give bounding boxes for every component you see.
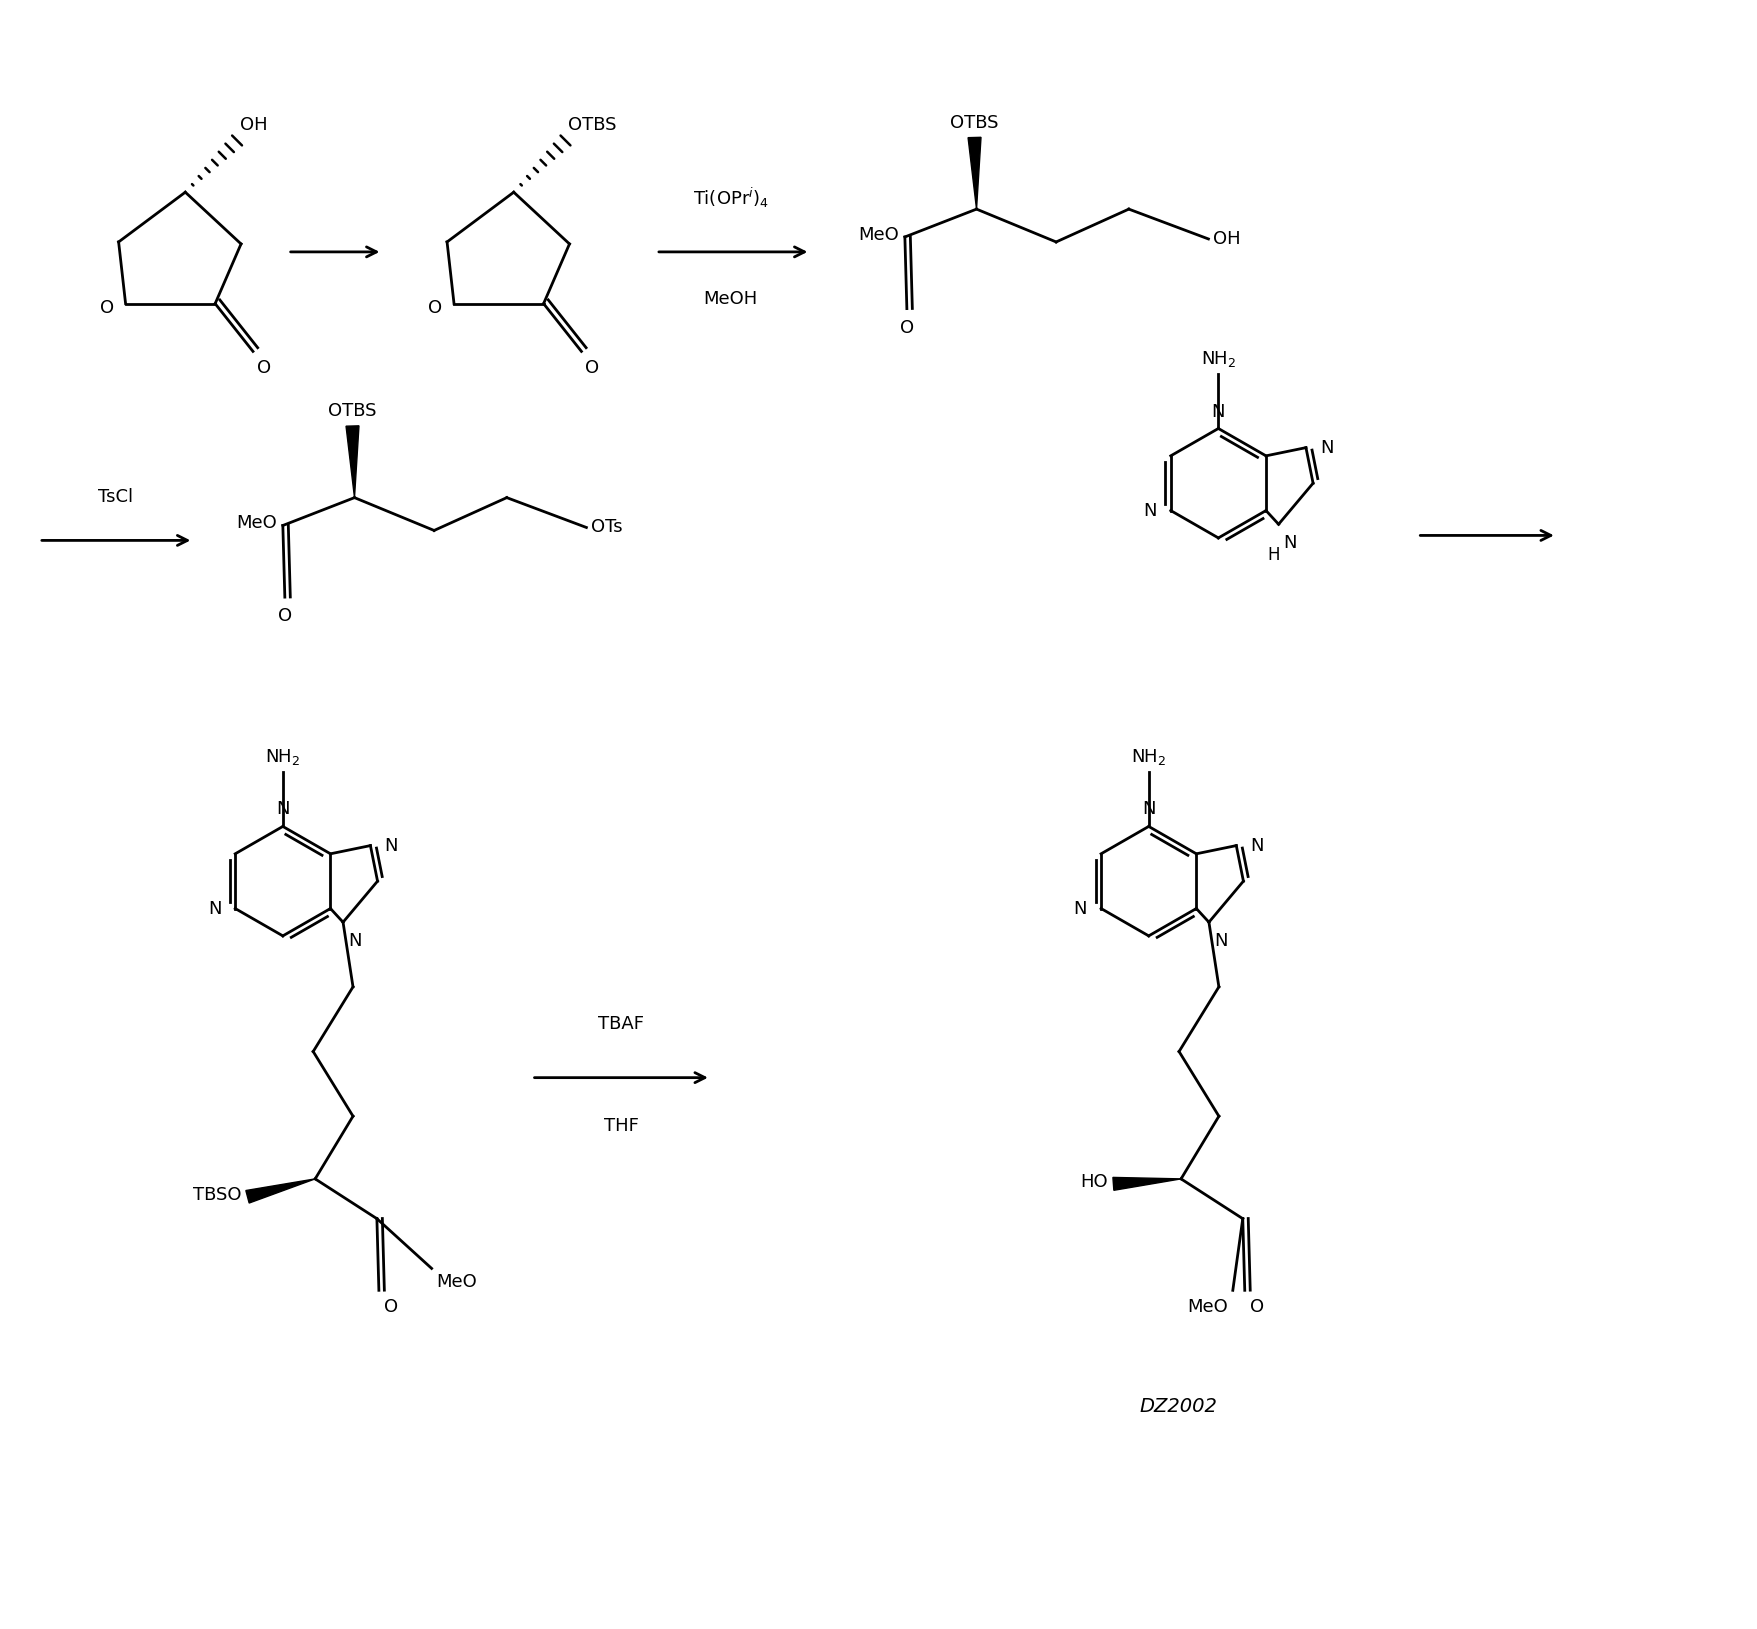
Text: Ti(OPr$^i$)$_4$: Ti(OPr$^i$)$_4$ (692, 186, 770, 210)
Text: MeO: MeO (1188, 1298, 1228, 1316)
Text: O: O (585, 360, 599, 378)
Text: OTBS: OTBS (951, 114, 998, 132)
Text: THF: THF (604, 1117, 638, 1135)
Text: TBAF: TBAF (597, 1015, 645, 1033)
Text: MeO: MeO (235, 515, 278, 533)
Text: MeO: MeO (436, 1274, 478, 1292)
Text: OH: OH (1214, 230, 1240, 248)
Text: O: O (100, 298, 114, 316)
Text: MeO: MeO (857, 226, 900, 244)
Text: N: N (1251, 837, 1263, 855)
Text: N: N (1144, 502, 1156, 520)
Text: O: O (429, 298, 443, 316)
Text: O: O (900, 319, 914, 337)
Text: TsCl: TsCl (98, 487, 134, 505)
Text: N: N (348, 932, 362, 950)
Text: O: O (278, 608, 292, 626)
Text: N: N (1214, 932, 1228, 950)
Text: DZ2002: DZ2002 (1140, 1398, 1218, 1416)
Text: N: N (385, 837, 397, 855)
Text: N: N (1074, 899, 1088, 917)
Text: HO: HO (1081, 1173, 1107, 1191)
Text: N: N (1284, 534, 1297, 552)
Text: O: O (1249, 1298, 1263, 1316)
Text: NH$_2$: NH$_2$ (265, 746, 300, 767)
Polygon shape (968, 137, 980, 209)
Polygon shape (1112, 1178, 1181, 1191)
Text: O: O (257, 360, 271, 378)
Text: N: N (1212, 402, 1225, 420)
Text: OTBS: OTBS (569, 117, 617, 135)
Text: MeOH: MeOH (703, 290, 757, 308)
Text: O: O (383, 1298, 399, 1316)
Text: OH: OH (241, 117, 267, 135)
Polygon shape (346, 425, 358, 497)
Polygon shape (246, 1179, 315, 1204)
Text: N: N (1142, 800, 1156, 818)
Text: NH$_2$: NH$_2$ (1132, 746, 1167, 767)
Text: TBSO: TBSO (193, 1186, 241, 1204)
Text: OTBS: OTBS (329, 402, 376, 420)
Text: N: N (276, 800, 290, 818)
Text: OTs: OTs (592, 518, 624, 536)
Text: H: H (1267, 546, 1279, 564)
Text: N: N (1320, 438, 1334, 456)
Text: NH$_2$: NH$_2$ (1200, 349, 1235, 368)
Text: N: N (207, 899, 221, 917)
